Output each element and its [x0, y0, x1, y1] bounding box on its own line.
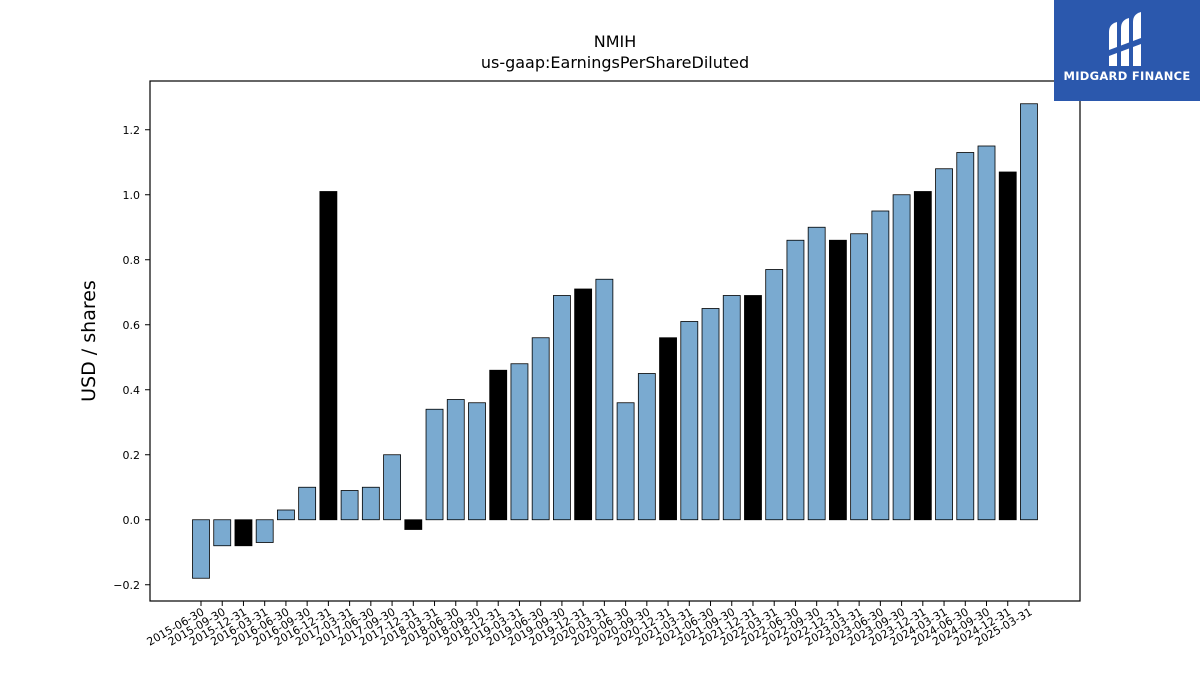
y-tick-label: 0.0	[123, 514, 141, 527]
bar	[637, 373, 656, 521]
logo-text: MIDGARD FINANCE	[1063, 69, 1191, 83]
bar	[446, 399, 465, 521]
y-tick-label: 0.4	[123, 384, 141, 397]
y-tick-label: −0.2	[113, 579, 140, 592]
bar	[722, 295, 741, 521]
plot-frame	[149, 80, 1081, 602]
bar	[616, 402, 635, 521]
bar	[361, 486, 380, 521]
bar	[744, 295, 762, 521]
bar	[468, 402, 486, 521]
chart-subtitle: us-gaap:EarningsPerShareDiluted	[480, 53, 750, 72]
bar	[383, 454, 401, 521]
bar	[553, 295, 571, 521]
bar	[574, 288, 593, 521]
bar	[786, 239, 805, 521]
y-tick-label: 0.2	[123, 449, 141, 462]
bar	[595, 278, 614, 521]
bar	[680, 321, 699, 521]
bar	[425, 408, 444, 521]
y-tick-label: 1.0	[123, 189, 141, 202]
bar	[340, 490, 359, 521]
bar	[765, 269, 784, 521]
bar	[404, 519, 423, 530]
bar	[298, 486, 317, 521]
bar	[255, 519, 274, 543]
bar	[659, 337, 677, 521]
bar	[871, 210, 890, 521]
bar	[998, 171, 1017, 521]
bar	[701, 308, 720, 521]
bar	[319, 191, 338, 521]
bar	[489, 369, 508, 521]
bar	[935, 168, 953, 521]
chart-title: NMIH	[593, 32, 637, 51]
y-axis-label: USD / shares	[78, 280, 100, 402]
bar	[977, 145, 996, 521]
y-tick-label: 0.8	[123, 254, 141, 267]
bar	[234, 519, 253, 547]
bar	[192, 519, 210, 579]
bar	[277, 509, 295, 521]
bar	[807, 226, 826, 521]
bar	[213, 519, 232, 547]
bar	[956, 152, 975, 521]
bar	[531, 337, 550, 521]
logo: MIDGARD FINANCE	[1054, 0, 1200, 101]
bar	[850, 233, 869, 521]
bar	[913, 191, 932, 521]
y-tick-label: 0.6	[123, 319, 141, 332]
bar	[1020, 103, 1038, 521]
bar	[829, 239, 847, 521]
y-tick-label: 1.2	[123, 124, 141, 137]
bar	[510, 363, 529, 521]
bar	[892, 194, 911, 521]
midgard-logo-icon	[1109, 12, 1141, 66]
